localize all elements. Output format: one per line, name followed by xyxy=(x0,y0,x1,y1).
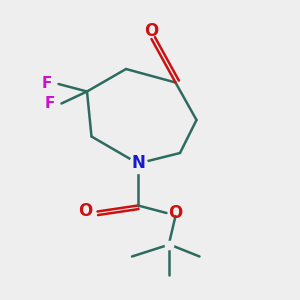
Text: O: O xyxy=(144,22,159,40)
Text: O: O xyxy=(168,204,183,222)
Text: N: N xyxy=(131,154,145,172)
Text: F: F xyxy=(44,96,55,111)
Text: O: O xyxy=(78,202,93,220)
Text: F: F xyxy=(41,76,52,92)
